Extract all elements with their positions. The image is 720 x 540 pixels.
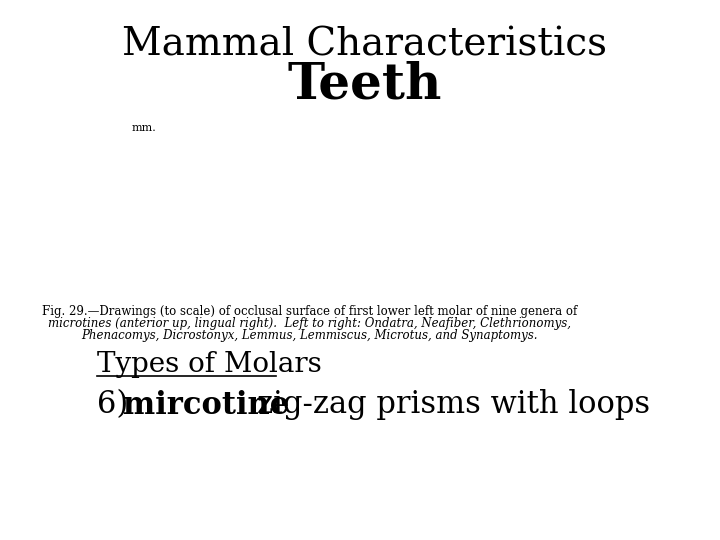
Text: Types of Molars: Types of Molars xyxy=(97,352,322,379)
Text: Phenacomys, Dicrostonyx, Lemmus, Lemmiscus, Microtus, and Synaptomys.: Phenacomys, Dicrostonyx, Lemmus, Lemmisc… xyxy=(81,329,538,342)
Text: microtines (anterior up, lingual right).  Left to right: Ondatra, Neafiber, Clet: microtines (anterior up, lingual right).… xyxy=(48,318,571,330)
Text: mm.: mm. xyxy=(131,123,156,133)
Text: : zig-zag prisms with loops: : zig-zag prisms with loops xyxy=(237,389,649,421)
Text: Teeth: Teeth xyxy=(287,60,442,110)
Text: Mammal Characteristics: Mammal Characteristics xyxy=(122,26,607,64)
Text: 6): 6) xyxy=(97,389,138,421)
Text: Fig. 29.—Drawings (to scale) of occlusal surface of first lower left molar of ni: Fig. 29.—Drawings (to scale) of occlusal… xyxy=(42,306,577,319)
Text: mircotine: mircotine xyxy=(123,389,289,421)
